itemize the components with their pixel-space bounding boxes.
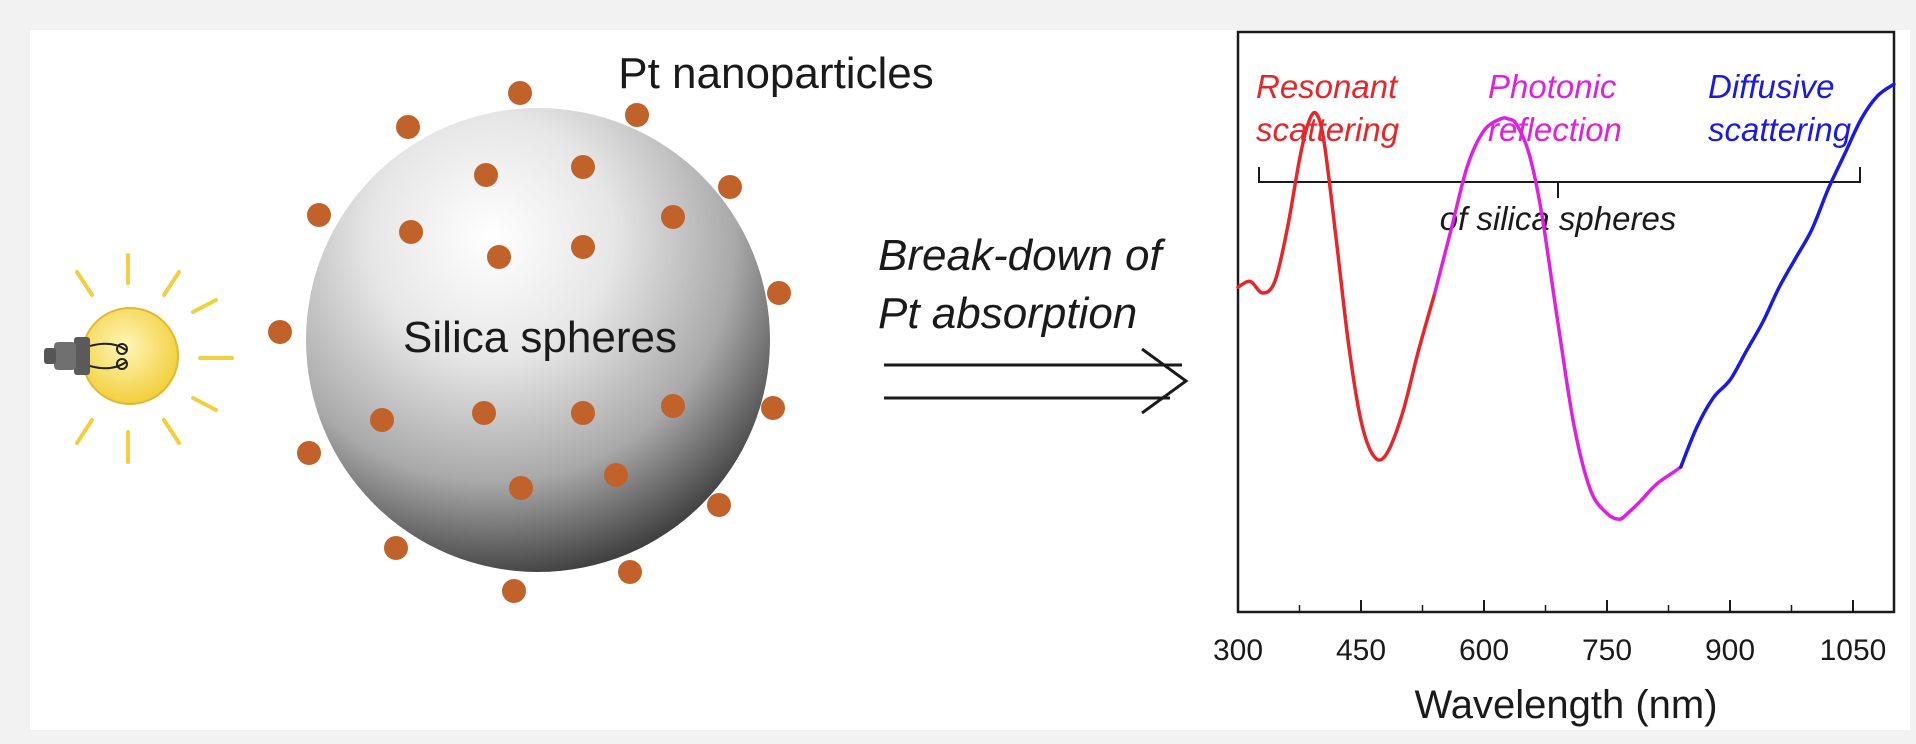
- region-label-line2: reflection: [1488, 111, 1622, 148]
- region-label-line2: scattering: [1708, 111, 1852, 148]
- pt-nanoparticle: [571, 401, 595, 425]
- spectrum-curve-segment-2: [1433, 116, 1683, 521]
- pt-nanoparticle: [472, 401, 496, 425]
- arrow-label-line1: Break-down of: [878, 231, 1166, 280]
- region-label-line1: Resonant: [1256, 68, 1399, 105]
- pt-nanoparticle: [502, 579, 526, 603]
- x-tick-label: 750: [1582, 634, 1632, 667]
- bracket-label: of silica spheres: [1440, 200, 1677, 237]
- pt-nanoparticle: [307, 203, 331, 227]
- pt-nanoparticle: [474, 163, 498, 187]
- x-tick-label: 450: [1336, 634, 1386, 667]
- pt-nanoparticle: [718, 175, 742, 199]
- region-label-line2: scattering: [1256, 111, 1400, 148]
- region-label-line1: Photonic: [1488, 68, 1617, 105]
- region-label-line1: Diffusive: [1708, 68, 1835, 105]
- pt-nanoparticle: [370, 408, 394, 432]
- pt-nanoparticle: [487, 245, 511, 269]
- x-tick-label: 1050: [1820, 634, 1887, 667]
- spectrum-curve-segment-1: [1236, 110, 1437, 462]
- sphere-label: Silica spheres: [403, 313, 677, 362]
- pt-nanoparticle: [604, 463, 628, 487]
- region-bracket: [1258, 167, 1861, 198]
- pt-nanoparticle: [399, 220, 423, 244]
- pt-nanoparticle: [618, 560, 642, 584]
- arrow-label-line2: Pt absorption: [878, 289, 1137, 338]
- pt-nanoparticle: [396, 115, 420, 139]
- pt-nanoparticle: [508, 81, 532, 105]
- pt-nanoparticle: [661, 394, 685, 418]
- pt-nanoparticles: [268, 81, 791, 603]
- pt-nanoparticle: [571, 155, 595, 179]
- pt-nanoparticle: [761, 396, 785, 420]
- x-tick-label: 900: [1705, 634, 1755, 667]
- pt-nanoparticle: [268, 320, 292, 344]
- pt-nanoparticle: [297, 441, 321, 465]
- nanoparticle-label: Pt nanoparticles: [618, 49, 934, 98]
- spectrum-chart: Resonant scattering Photonic reflection Diff…: [1213, 30, 1896, 727]
- pt-nanoparticle: [571, 235, 595, 259]
- light-bulb-icon: [44, 253, 234, 464]
- x-tick-label: 600: [1459, 634, 1509, 667]
- spectrum-curve-segment-3: [1679, 82, 1896, 469]
- pt-nanoparticle: [509, 476, 533, 500]
- chart-frame: [1236, 30, 1896, 614]
- silica-sphere: [306, 108, 770, 572]
- double-arrow: [884, 347, 1189, 415]
- x-axis-label: Wavelength (nm): [1414, 683, 1717, 727]
- pt-nanoparticle: [767, 281, 791, 305]
- x-tick-label: 300: [1213, 634, 1263, 667]
- pt-nanoparticle: [707, 493, 731, 517]
- pt-nanoparticle: [661, 205, 685, 229]
- pt-nanoparticle: [384, 536, 408, 560]
- pt-nanoparticle: [625, 103, 649, 127]
